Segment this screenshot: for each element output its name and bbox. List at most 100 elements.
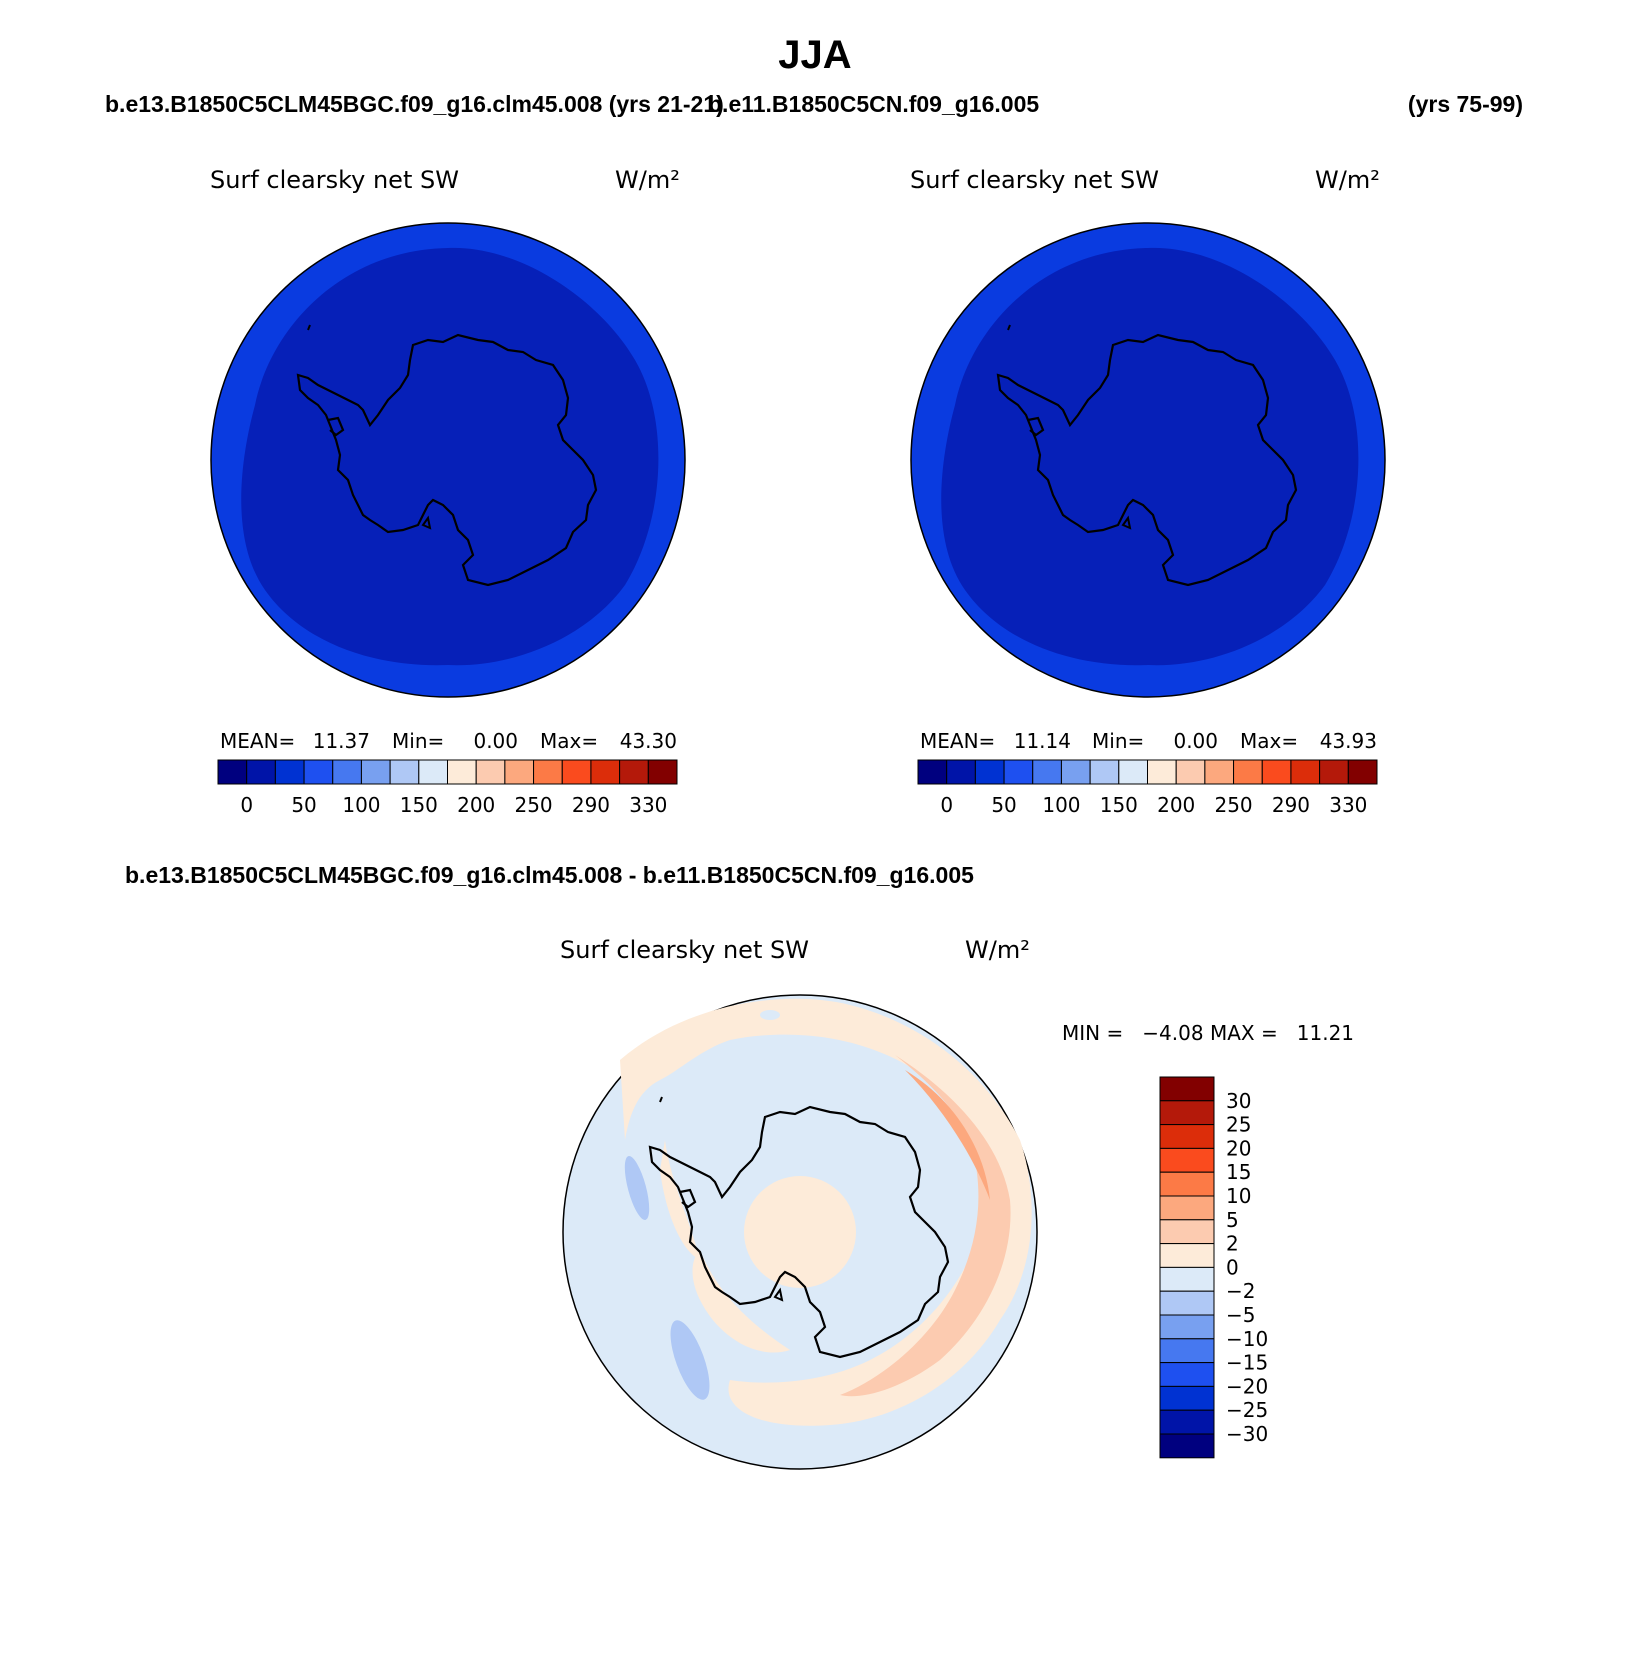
diff-title: b.e13.B1850C5CLM45BGC.f09_g16.clm45.008 … xyxy=(125,862,974,888)
units-label: W/m² xyxy=(615,166,680,194)
colorbar-swatch xyxy=(1118,759,1148,785)
colorbar: 0 50 100 150 200 250 290 330 xyxy=(217,759,678,817)
colorbar-swatch xyxy=(974,759,1005,785)
stats-min: 0.00 xyxy=(473,729,518,753)
stats-mean: 11.37 xyxy=(313,729,370,753)
colorbar-swatch xyxy=(1159,1219,1215,1245)
colorbar-swatch xyxy=(1060,759,1091,785)
colorbar-tick-label: 250 xyxy=(1214,793,1252,817)
colorbar-swatch xyxy=(561,759,592,785)
colorbar-swatch xyxy=(946,759,976,785)
colorbar-tick-label: 0 xyxy=(1226,1255,1239,1279)
colorbar-swatch xyxy=(1347,759,1378,785)
colorbar-swatch xyxy=(1159,1409,1215,1435)
colorbar-swatch xyxy=(447,759,477,785)
colorbar-tick-label: −2 xyxy=(1226,1279,1255,1303)
colorbar-swatch xyxy=(418,759,448,785)
colorbar-swatch xyxy=(1159,1171,1215,1197)
colorbar-swatch xyxy=(1159,1147,1215,1173)
colorbar-swatch xyxy=(1147,759,1177,785)
case-years-right: (yrs 75-99) xyxy=(1408,91,1523,117)
colorbar-swatch xyxy=(1159,1314,1215,1340)
colorbar-tick-label: −5 xyxy=(1226,1303,1255,1327)
colorbar-tick-label: 150 xyxy=(1100,793,1138,817)
figure-title: JJA xyxy=(778,33,851,77)
colorbar-tick-label: 200 xyxy=(1157,793,1195,817)
stats-max: 43.30 xyxy=(620,729,677,753)
units-label: W/m² xyxy=(965,936,1030,964)
colorbar-swatch xyxy=(1159,1433,1215,1459)
panel-left: Surf clearsky net SW W/m² MEAN= 11.37 Mi… xyxy=(210,166,686,817)
colorbar-tick-label: −10 xyxy=(1226,1327,1268,1351)
stats-mean: 11.14 xyxy=(1014,729,1071,753)
colorbar: 0 50 100 150 200 250 290 330 xyxy=(917,759,1378,817)
colorbar-swatch xyxy=(917,759,948,785)
colorbar-swatch xyxy=(1233,759,1263,785)
colorbar-swatch xyxy=(1175,759,1206,785)
colorbar-swatch xyxy=(1261,759,1292,785)
colorbar-swatch xyxy=(1032,759,1062,785)
colorbar-swatch xyxy=(1159,1338,1215,1364)
colorbar-swatch xyxy=(1159,1100,1215,1126)
colorbar-tick-label: 200 xyxy=(457,793,495,817)
diff-minmax: MIN = −4.08 MAX = 11.21 xyxy=(1062,1021,1354,1045)
colorbar-tick-label: 330 xyxy=(1329,793,1367,817)
colorbar-swatch xyxy=(274,759,305,785)
colorbar-swatch xyxy=(1204,759,1235,785)
colorbar-swatch xyxy=(1003,759,1034,785)
colorbar-tick-label: −20 xyxy=(1226,1374,1268,1398)
colorbar-tick-label: 100 xyxy=(342,793,380,817)
colorbar-swatch xyxy=(332,759,362,785)
stats-min-label: Min= xyxy=(392,729,444,753)
colorbar-swatch xyxy=(1089,759,1120,785)
colorbar-swatch xyxy=(533,759,563,785)
colorbar-swatch xyxy=(1159,1266,1215,1292)
colorbar-swatch xyxy=(1159,1362,1215,1387)
variable-label: Surf clearsky net SW xyxy=(210,166,459,194)
colorbar-swatch xyxy=(590,759,621,785)
case-title-right: b.e11.B1850C5CN.f09_g16.005 xyxy=(708,91,1039,117)
colorbar-tick-label: 100 xyxy=(1042,793,1080,817)
colorbar-tick-label: 30 xyxy=(1226,1089,1251,1113)
variable-label: Surf clearsky net SW xyxy=(910,166,1159,194)
colorbar-tick-label: 2 xyxy=(1226,1232,1239,1256)
colorbar-tick-label: 250 xyxy=(514,793,552,817)
colorbar-tick-label: 0 xyxy=(240,793,253,817)
colorbar-swatch xyxy=(475,759,506,785)
stats-mean-label: MEAN= xyxy=(220,729,295,753)
colorbar-swatch xyxy=(303,759,334,785)
polar-map xyxy=(210,222,686,698)
colorbar-swatch xyxy=(647,759,678,785)
stats-min-label: Min= xyxy=(1092,729,1144,753)
colorbar-tick-label: 150 xyxy=(400,793,438,817)
colorbar-tick-label: 290 xyxy=(572,793,610,817)
colorbar-swatch xyxy=(1159,1290,1215,1316)
panel-right: Surf clearsky net SW W/m² MEAN= 11.14 Mi… xyxy=(910,166,1386,817)
colorbar-tick-label: 50 xyxy=(291,793,316,817)
colorbar-swatch xyxy=(1290,759,1321,785)
case-title-left: b.e13.B1850C5CLM45BGC.f09_g16.clm45.008 … xyxy=(105,91,724,117)
colorbar-tick-label: 15 xyxy=(1226,1160,1251,1184)
colorbar-tick-label: 10 xyxy=(1226,1184,1251,1208)
stats-max-label: Max= xyxy=(540,729,598,753)
colorbar-swatch xyxy=(1159,1243,1215,1268)
colorbar-tick-label: 290 xyxy=(1272,793,1310,817)
stats-max-label: Max= xyxy=(1240,729,1298,753)
colorbar-tick-label: 20 xyxy=(1226,1136,1251,1160)
colorbar-swatch xyxy=(1159,1124,1215,1149)
colorbar-swatch xyxy=(1159,1195,1215,1221)
stats-min: 0.00 xyxy=(1173,729,1218,753)
colorbar-swatch xyxy=(360,759,391,785)
colorbar-swatch xyxy=(504,759,535,785)
stats-max: 43.93 xyxy=(1320,729,1377,753)
colorbar-tick-label: 25 xyxy=(1226,1113,1251,1137)
units-label: W/m² xyxy=(1315,166,1380,194)
variable-label: Surf clearsky net SW xyxy=(560,936,809,964)
colorbar-swatch xyxy=(246,759,276,785)
colorbar-tick-label: −15 xyxy=(1226,1351,1268,1375)
polar-map xyxy=(562,994,1038,1470)
colorbar-tick-label: 0 xyxy=(940,793,953,817)
colorbar-tick-label: 330 xyxy=(629,793,667,817)
